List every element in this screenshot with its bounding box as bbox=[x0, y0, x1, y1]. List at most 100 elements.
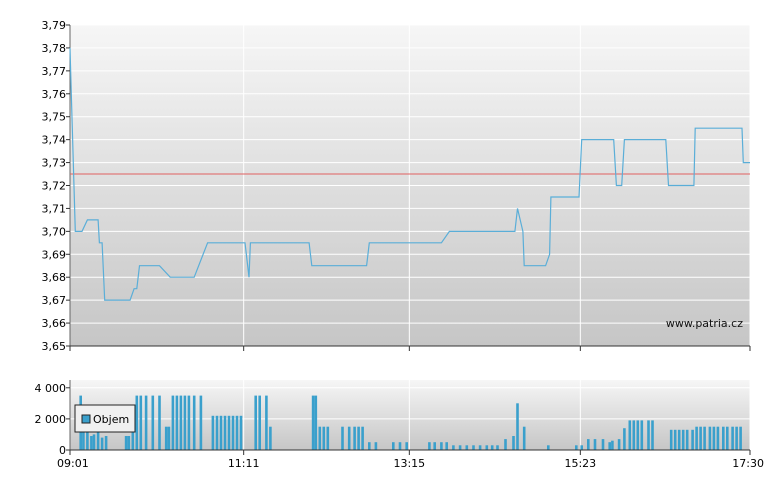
price-x-ticks bbox=[69, 346, 751, 351]
volume-bar bbox=[617, 439, 621, 450]
volume-bar bbox=[428, 442, 431, 450]
volume-bar bbox=[96, 420, 100, 450]
volume-bar bbox=[445, 442, 448, 450]
volume-bar bbox=[575, 445, 578, 450]
volume-bar bbox=[187, 395, 191, 450]
volume-bar bbox=[318, 426, 322, 450]
volume-bar bbox=[90, 436, 93, 450]
volume-bar bbox=[739, 426, 742, 450]
price-y-tick-label: 3,79 bbox=[42, 19, 67, 32]
volume-bar bbox=[151, 395, 155, 450]
volume-bar bbox=[512, 436, 515, 450]
volume-bar bbox=[640, 420, 644, 450]
volume-bar bbox=[258, 395, 261, 450]
volume-bar bbox=[452, 445, 455, 450]
volume-bar bbox=[179, 395, 183, 450]
volume-bar bbox=[269, 426, 272, 450]
volume-bar bbox=[311, 395, 315, 450]
volume-bar bbox=[458, 445, 462, 450]
volume-bar bbox=[135, 395, 139, 450]
volume-panel: 0 2 000 4 000 09:01 11:11 13:15 15:23 17:30 Ob… bbox=[35, 380, 764, 470]
volume-bar bbox=[608, 442, 611, 450]
volume-x-ticks: 09:01 11:11 13:15 15:23 17:30 bbox=[57, 450, 764, 470]
volume-bar bbox=[677, 429, 681, 450]
volume-bar bbox=[171, 395, 175, 450]
volume-bar bbox=[368, 442, 371, 450]
volume-bar bbox=[681, 429, 685, 450]
volume-bar bbox=[322, 426, 326, 450]
volume-bar bbox=[127, 436, 131, 450]
x-tick-label: 09:01 bbox=[57, 457, 89, 470]
price-panel: 3,65 3,66 3,67 3,68 3,69 3,70 3,71 3,72 3,73 3,74… bbox=[42, 19, 751, 353]
volume-bar bbox=[504, 439, 507, 450]
volume-bar bbox=[708, 426, 712, 450]
volume-bar bbox=[735, 426, 738, 450]
volume-bar bbox=[239, 415, 243, 450]
volume-bar bbox=[405, 442, 408, 450]
volume-bar bbox=[685, 429, 689, 450]
price-y-ticks: 3,65 3,66 3,67 3,68 3,69 3,70 3,71 3,72 3,73 3,74… bbox=[42, 19, 70, 353]
volume-bar bbox=[86, 426, 89, 450]
price-y-tick-label: 3,72 bbox=[42, 180, 67, 193]
x-tick-label: 15:23 bbox=[564, 457, 596, 470]
volume-y-tick-label: 0 bbox=[59, 444, 66, 457]
volume-bar bbox=[314, 395, 318, 450]
volume-bar bbox=[673, 429, 677, 450]
volume-bar bbox=[703, 426, 706, 450]
volume-bar bbox=[440, 442, 443, 450]
volume-bar bbox=[227, 415, 231, 450]
volume-bar bbox=[611, 440, 614, 450]
volume-bar bbox=[516, 403, 519, 450]
volume-bar bbox=[254, 395, 257, 450]
volume-bar bbox=[223, 415, 227, 450]
volume-bar bbox=[215, 415, 219, 450]
volume-bar bbox=[219, 415, 223, 450]
volume-bar bbox=[722, 426, 725, 450]
volume-bar bbox=[716, 426, 720, 450]
volume-bar bbox=[211, 415, 215, 450]
volume-bar bbox=[695, 426, 698, 450]
volume-bar bbox=[580, 445, 583, 450]
volume-bar bbox=[465, 445, 469, 450]
volume-bar bbox=[478, 445, 482, 450]
volume-bar bbox=[623, 428, 626, 450]
volume-bar bbox=[547, 445, 550, 450]
price-y-tick-label: 3,78 bbox=[42, 42, 67, 55]
volume-bar bbox=[100, 437, 104, 450]
volume-bar bbox=[636, 420, 640, 450]
price-y-tick-label: 3,74 bbox=[42, 134, 67, 147]
volume-y-ticks: 0 2 000 4 000 bbox=[35, 382, 70, 457]
volume-bar bbox=[712, 426, 716, 450]
price-y-tick-label: 3,69 bbox=[42, 248, 67, 261]
watermark: www.patria.cz bbox=[666, 317, 743, 330]
volume-bar bbox=[82, 426, 85, 450]
price-y-tick-label: 3,66 bbox=[42, 317, 67, 330]
volume-bar bbox=[485, 445, 489, 450]
price-y-tick-label: 3,73 bbox=[42, 157, 67, 170]
volume-bar bbox=[183, 395, 187, 450]
volume-bar bbox=[353, 426, 356, 450]
volume-bar bbox=[374, 442, 378, 450]
volume-bar bbox=[691, 429, 694, 450]
volume-bar bbox=[731, 426, 734, 450]
volume-bar bbox=[235, 415, 239, 450]
volume-bar bbox=[357, 426, 360, 450]
volume-bar bbox=[669, 429, 673, 450]
volume-bar bbox=[265, 395, 268, 450]
volume-bar bbox=[124, 436, 128, 450]
volume-bar bbox=[628, 420, 632, 450]
price-y-tick-label: 3,70 bbox=[42, 225, 67, 238]
x-tick-label: 11:11 bbox=[228, 457, 260, 470]
volume-bar bbox=[632, 420, 636, 450]
volume-bar bbox=[651, 420, 654, 450]
volume-bar bbox=[158, 395, 161, 450]
volume-bar bbox=[699, 426, 702, 450]
volume-y-tick-label: 2 000 bbox=[35, 413, 67, 426]
price-line bbox=[69, 47, 750, 301]
volume-bar bbox=[726, 426, 729, 450]
volume-bar bbox=[392, 442, 395, 450]
volume-y-tick-label: 4 000 bbox=[35, 382, 67, 395]
volume-bar bbox=[175, 395, 179, 450]
volume-bar bbox=[139, 395, 143, 450]
